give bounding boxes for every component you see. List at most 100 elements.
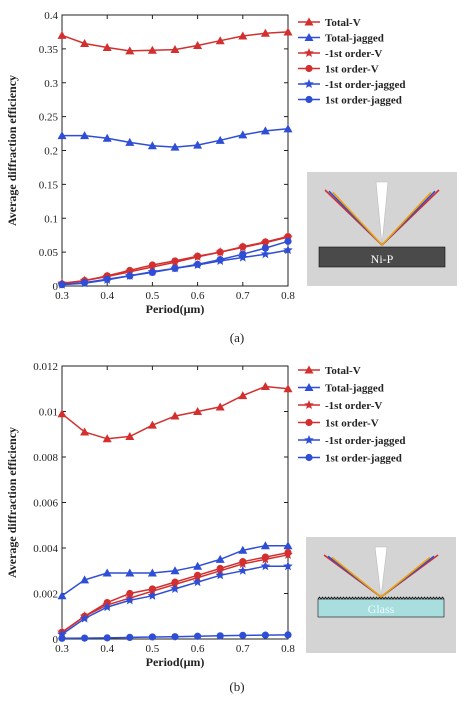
x-tick-label: 0.5: [146, 643, 160, 655]
data-point: [80, 131, 90, 140]
legend-label: Total-V: [325, 17, 361, 29]
data-point: [216, 632, 224, 640]
y-tick-label: 0.002: [33, 589, 58, 601]
x-tick-label: 0.8: [281, 290, 295, 302]
data-point: [125, 137, 135, 146]
inset-jagged-surface: [317, 596, 445, 600]
data-point: [260, 126, 270, 135]
legend-marker: [305, 418, 313, 427]
series-group: [58, 631, 292, 642]
data-point: [284, 631, 292, 639]
data-point: [171, 257, 179, 265]
series-group: [57, 381, 293, 443]
data-point: [216, 255, 224, 264]
inset-diffracted-ray-right: [380, 556, 431, 598]
data-point: [126, 266, 134, 275]
data-point: [126, 633, 134, 642]
data-point: [171, 578, 179, 586]
y-tick-label: 0.35: [39, 44, 59, 56]
data-point: [283, 541, 293, 550]
inset-substrate-label: Glass: [368, 602, 395, 616]
y-tick-label: 0.004: [33, 543, 58, 555]
chart-b: 0 0.002 0.004 0.006 0.008 0.01 0.012 0.3 0.4 0.5 0…: [5, 361, 456, 694]
data-point: [260, 28, 270, 37]
x-tick-label: 0.7: [236, 643, 250, 655]
data-point: [57, 409, 67, 418]
data-point: [216, 248, 224, 256]
legend-label: Total-jagged: [325, 383, 384, 395]
data-point: [57, 30, 67, 39]
inset-schematic: Glass: [306, 537, 456, 653]
data-point: [80, 575, 90, 584]
legend-marker: [304, 435, 314, 444]
y-tick-label: 0: [53, 634, 59, 646]
data-point: [215, 554, 225, 563]
data-point: [171, 633, 179, 641]
data-point: [170, 583, 180, 593]
y-tick-label: 0.008: [33, 452, 58, 464]
legend-marker: [304, 17, 314, 26]
legend-marker: [305, 64, 313, 73]
data-point: [79, 613, 90, 623]
data-point: [283, 27, 293, 36]
inset-schematic: Ni-P: [307, 172, 457, 286]
legend-marker: [304, 33, 314, 41]
data-point: [81, 279, 89, 287]
data-point: [192, 577, 203, 587]
legend-marker: [304, 365, 314, 374]
legend-marker: [304, 383, 314, 391]
data-point: [125, 568, 135, 577]
legend-marker: [305, 95, 313, 104]
data-point: [102, 434, 112, 443]
data-point: [215, 570, 225, 580]
data-point: [193, 561, 203, 570]
data-point: [147, 141, 157, 150]
data-point: [170, 566, 180, 575]
inset-substrate: [318, 246, 446, 268]
legend-label: 1st order-V: [325, 418, 379, 430]
series-group: [57, 27, 293, 55]
data-point: [170, 411, 180, 420]
data-point: [102, 602, 112, 612]
x-tick-label: 0.6: [191, 290, 205, 302]
data-point: [238, 130, 248, 139]
data-point: [81, 634, 89, 642]
data-point: [147, 568, 157, 577]
x-tick-label: 0.4: [100, 290, 114, 302]
data-point: [171, 264, 179, 272]
x-tick-label: 0.5: [146, 290, 160, 302]
data-point: [238, 31, 248, 40]
legend-marker: [304, 400, 314, 409]
data-point: [103, 634, 111, 642]
data-point: [147, 45, 157, 54]
data-point: [125, 595, 135, 605]
data-point: [102, 568, 112, 577]
data-point: [193, 407, 203, 415]
series-group: [57, 124, 293, 151]
data-point: [261, 553, 269, 561]
data-point: [58, 634, 66, 642]
y-axis-label: Average diffraction efficiency: [5, 427, 19, 578]
legend: Total-V Total-jagged -1st order-V 1st order…: [298, 365, 406, 465]
data-point: [102, 43, 112, 52]
y-tick-label: 0.3: [44, 78, 58, 90]
data-point: [148, 585, 156, 593]
plot-frame: [61, 365, 289, 640]
data-point: [260, 561, 271, 571]
series-group: [58, 237, 292, 289]
data-point: [238, 565, 248, 575]
data-point: [238, 545, 248, 554]
y-tick-label: 0.05: [39, 247, 59, 259]
data-point: [148, 261, 156, 269]
series-line: [61, 551, 289, 633]
legend-marker: [304, 79, 314, 88]
inset-diffracted-ray-left: [332, 191, 383, 246]
data-point: [261, 631, 269, 639]
data-point: [57, 629, 67, 639]
x-tick-label: 0.3: [55, 643, 69, 655]
data-point: [260, 249, 271, 259]
legend-label: -1st order-jagged: [325, 79, 406, 91]
data-point: [57, 131, 67, 140]
legend-marker: [304, 48, 314, 57]
data-point: [148, 268, 156, 277]
